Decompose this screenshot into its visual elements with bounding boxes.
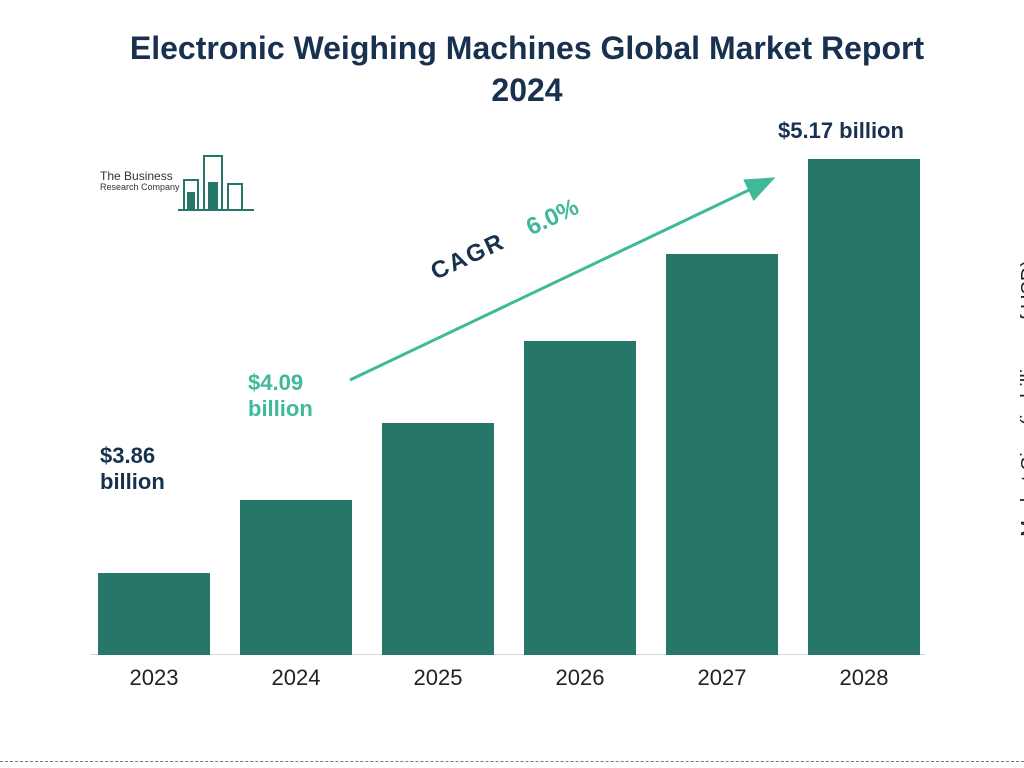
x-tick-2023: 2023 bbox=[98, 665, 210, 691]
bottom-divider bbox=[0, 761, 1024, 762]
bar-2028 bbox=[808, 159, 920, 655]
bar-2026 bbox=[524, 341, 636, 655]
x-tick-2027: 2027 bbox=[666, 665, 778, 691]
value-label-2028: $5.17 billion bbox=[778, 118, 904, 144]
bar-2027 bbox=[666, 254, 778, 655]
bar-2025 bbox=[382, 423, 494, 655]
x-tick-2025: 2025 bbox=[382, 665, 494, 691]
chart-area: 2023 2024 2025 2026 2027 2028 $3.86billion $4.… bbox=[90, 150, 950, 695]
x-tick-2024: 2024 bbox=[240, 665, 352, 691]
x-tick-2026: 2026 bbox=[524, 665, 636, 691]
bar-2024 bbox=[240, 500, 352, 655]
x-tick-2028: 2028 bbox=[808, 665, 920, 691]
y-axis-label: Market Size (in billions of USD) bbox=[1018, 260, 1024, 537]
bar-2023 bbox=[98, 573, 210, 655]
value-label-2024: $4.09billion bbox=[248, 370, 313, 423]
chart-title: Electronic Weighing Machines Global Mark… bbox=[90, 28, 964, 111]
value-label-2023: $3.86billion bbox=[100, 443, 165, 496]
